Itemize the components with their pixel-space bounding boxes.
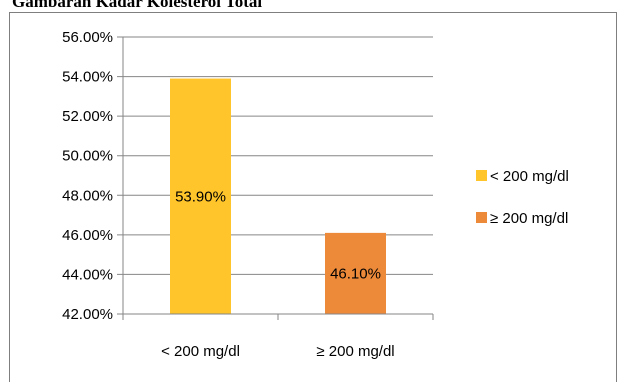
- y-tick-label: 52.00%: [62, 108, 113, 125]
- legend-swatch: [476, 212, 487, 223]
- y-tick-label: 44.00%: [62, 266, 113, 283]
- data-labels: 53.90% 46.10%: [175, 188, 381, 282]
- x-tick-label: ≥ 200 mg/dl: [316, 343, 394, 360]
- x-tick-label: < 200 mg/dl: [161, 343, 240, 360]
- y-tick-label: 46.00%: [62, 227, 113, 244]
- legend: < 200 mg/dl ≥ 200 mg/dl: [476, 168, 569, 227]
- chart-title: Gambaran Kadar Kolesterol Total: [12, 0, 263, 11]
- legend-label: < 200 mg/dl: [490, 168, 569, 185]
- bar: [170, 78, 231, 314]
- y-tick-label: 48.00%: [62, 187, 113, 204]
- data-label: 53.90%: [175, 188, 226, 205]
- y-tick-label: 54.00%: [62, 69, 113, 86]
- x-axis: [122, 37, 434, 320]
- legend-label: ≥ 200 mg/dl: [490, 210, 568, 227]
- legend-swatch: [476, 170, 487, 181]
- y-tick-label: 42.00%: [62, 306, 113, 323]
- y-tick-label: 56.00%: [62, 29, 113, 46]
- y-axis-ticks: 42.00% 44.00% 46.00% 48.00% 50.00% 52.00% 54.0…: [62, 29, 113, 323]
- chart-frame: [9, 12, 617, 382]
- x-axis-labels: < 200 mg/dl ≥ 200 mg/dl: [161, 343, 395, 360]
- bars: [170, 78, 386, 314]
- y-tick-label: 50.00%: [62, 148, 113, 165]
- bar: [325, 232, 386, 314]
- data-label: 46.10%: [330, 265, 381, 282]
